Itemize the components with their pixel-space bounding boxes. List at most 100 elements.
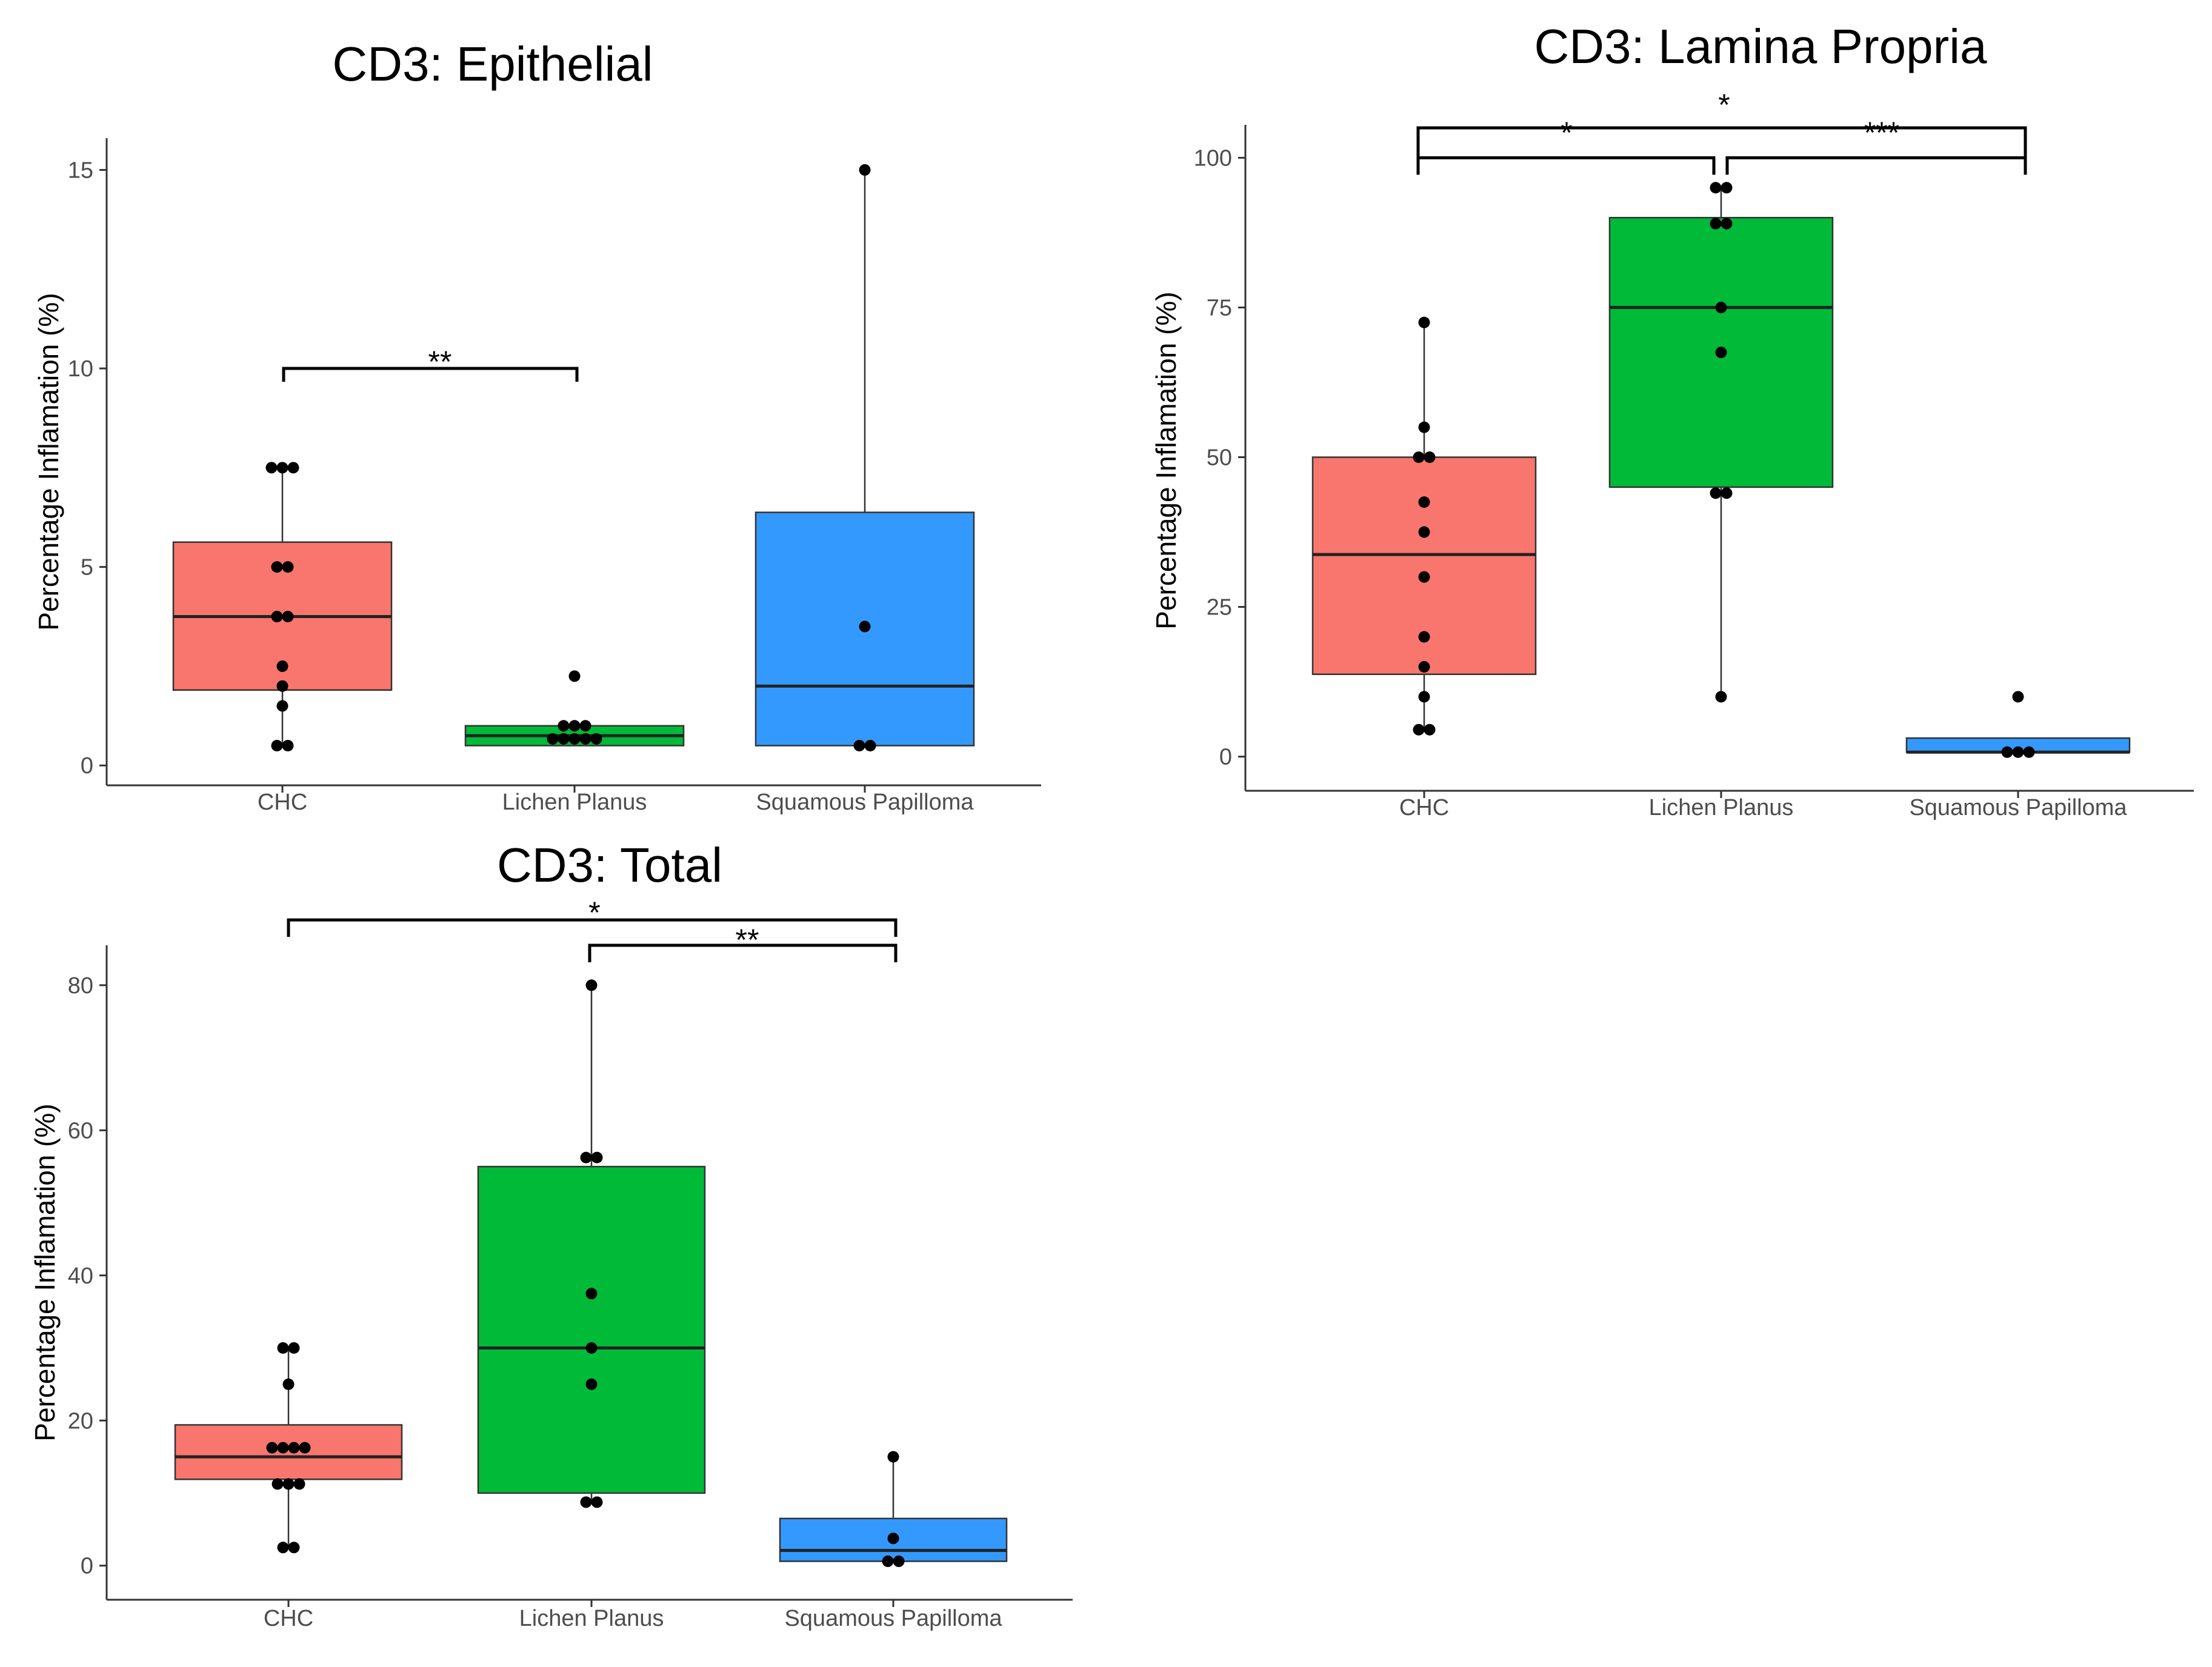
data-point: [568, 733, 581, 745]
significance-bracket: [287, 918, 898, 937]
chart-title: CD3: Total: [497, 838, 722, 892]
data-point: [288, 1442, 300, 1454]
y-tick-label: 25: [1207, 595, 1232, 621]
data-point: [276, 680, 288, 692]
significance-label: ***: [1864, 116, 1899, 150]
data-point: [887, 1451, 899, 1463]
data-point: [276, 462, 288, 474]
y-tick-label: 0: [81, 753, 93, 779]
y-axis-label: Percentage Inflamation (%): [33, 293, 64, 630]
data-point: [1710, 182, 1722, 194]
data-point: [299, 1442, 311, 1454]
data-point: [271, 739, 283, 751]
data-point: [265, 462, 278, 474]
panel-lamina-propria: CD3: Lamina Propria Percentage Inflamati…: [1150, 19, 2194, 820]
y-tick-label: 80: [68, 973, 93, 999]
chart-title: CD3: Lamina Propria: [1534, 19, 1988, 73]
significance-label: *: [588, 896, 600, 930]
x-tick-label: Squamous Papilloma: [1909, 795, 2127, 820]
y-tick-label: 100: [1194, 145, 1232, 171]
x-tick-label: Lichen Planus: [1649, 795, 1794, 820]
data-point: [1424, 724, 1436, 736]
x-tick-label: CHC: [1399, 795, 1449, 820]
data-point: [288, 1542, 300, 1554]
data-point: [585, 979, 598, 991]
data-point: [282, 739, 294, 751]
data-point: [2012, 746, 2024, 758]
data-point: [271, 611, 283, 623]
data-point: [287, 462, 299, 474]
y-axis-label: Percentage Inflamation (%): [29, 1103, 61, 1441]
data-point: [1721, 182, 1733, 194]
data-point: [282, 611, 294, 623]
data-point: [580, 1151, 592, 1163]
data-point: [277, 1542, 289, 1554]
data-point: [585, 1342, 598, 1354]
box-lichen-planus: [477, 1165, 706, 1494]
data-point: [271, 561, 283, 573]
data-point: [558, 733, 570, 745]
x-tick-label: CHC: [258, 790, 307, 815]
data-point: [1418, 421, 1430, 433]
significance-label: **: [428, 345, 452, 379]
y-tick-label: 15: [68, 158, 93, 183]
significance-bracket: [1416, 126, 2027, 158]
significance-bracket: [1416, 156, 1716, 175]
data-point: [853, 739, 865, 751]
data-point: [1418, 631, 1430, 643]
x-tick-label: CHC: [264, 1606, 313, 1631]
data-point: [282, 1478, 295, 1490]
y-tick-label: 50: [1207, 445, 1232, 471]
significance-bracket: [282, 367, 579, 382]
data-point: [1710, 218, 1722, 230]
significance-bracket: [588, 943, 898, 962]
plot-area: 0 5 10 15: [68, 138, 1041, 793]
data-point: [1721, 487, 1733, 499]
data-point: [2012, 691, 2024, 703]
data-point: [547, 733, 559, 745]
data-point: [859, 621, 871, 633]
data-point: [272, 1478, 284, 1490]
data-point: [1715, 691, 1727, 703]
box-chc: [174, 1424, 403, 1480]
y-tick-label: 60: [68, 1118, 93, 1143]
data-point: [276, 700, 288, 712]
panel-total: CD3: Total Percentage Inflamation (%) 0 2…: [29, 838, 1073, 1631]
y-tick-label: 40: [68, 1263, 93, 1289]
data-point: [585, 1378, 598, 1390]
data-point: [590, 733, 602, 745]
data-point: [579, 733, 591, 745]
data-point: [859, 164, 871, 176]
data-point: [282, 561, 294, 573]
data-point: [1418, 691, 1430, 703]
significance-bracket: [1725, 156, 2027, 175]
data-point: [277, 1442, 289, 1454]
data-point: [266, 1442, 278, 1454]
data-point: [276, 660, 288, 672]
data-point: [282, 1378, 295, 1390]
data-point: [1418, 660, 1430, 673]
data-point: [1424, 451, 1436, 464]
data-point: [591, 1151, 603, 1163]
data-point: [2001, 746, 2013, 758]
data-point: [277, 1342, 289, 1354]
data-point: [1715, 301, 1727, 313]
data-point: [585, 1288, 598, 1300]
y-tick-label: 5: [81, 555, 93, 581]
data-point: [1413, 451, 1425, 464]
significance-label: **: [736, 923, 759, 957]
data-point: [288, 1342, 300, 1354]
data-point: [591, 1496, 603, 1508]
data-point: [558, 720, 570, 732]
data-point: [882, 1556, 894, 1568]
y-tick-label: 10: [68, 356, 93, 382]
y-tick-label: 0: [1219, 745, 1232, 770]
panel-epithelial: CD3: Epithelial Percentage Inflamation (…: [33, 37, 1041, 815]
data-point: [1413, 724, 1425, 736]
x-tick-label: Lichen Planus: [502, 790, 647, 815]
significance-label: *: [1718, 88, 1730, 122]
x-tick-label: Lichen Planus: [519, 1606, 664, 1631]
data-point: [1418, 316, 1430, 328]
plot-area: 0 20 40 60 80: [68, 918, 1073, 1607]
